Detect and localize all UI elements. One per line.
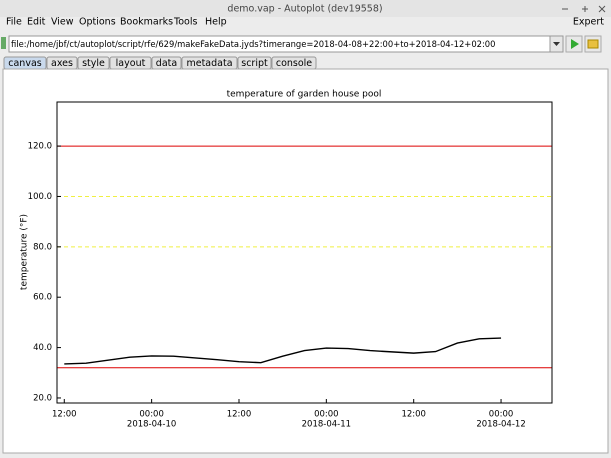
menu-item[interactable]: Bookmarks <box>120 17 173 28</box>
tab-label: console <box>276 58 312 69</box>
menu-item[interactable]: Tools <box>173 17 197 28</box>
chart-title: temperature of garden house pool <box>227 90 382 100</box>
address-grip <box>1 37 6 49</box>
x-tick-label: 00:00 <box>314 410 339 420</box>
menu-item[interactable]: File <box>6 17 22 28</box>
close-b[interactable] <box>598 5 606 13</box>
y-tick-label: 60.0 <box>33 293 52 303</box>
tab-label: style <box>82 58 105 69</box>
x-tick-date: 2018-04-12 <box>476 420 525 430</box>
y-tick-label: 80.0 <box>33 242 52 252</box>
menu-item[interactable]: View <box>51 17 74 28</box>
y-tick-label: 40.0 <box>33 343 52 353</box>
chart: temperature of garden house pool tempera… <box>20 90 553 430</box>
x-tick-label: 12:00 <box>401 410 426 420</box>
window-title: demo.vap - Autoplot (dev19558) <box>227 4 382 15</box>
go-icon <box>571 39 579 49</box>
folder-icon <box>587 39 599 49</box>
y-axis-label: temperature (°F) <box>20 214 30 290</box>
tab-label: script <box>241 58 268 69</box>
address-text: file:/home/jbf/ct/autoplot/script/rfe/62… <box>11 39 495 49</box>
plot-frame <box>56 101 553 404</box>
tab-label: layout <box>116 58 146 69</box>
data-line <box>64 337 502 365</box>
tab-bar: canvas axes style layout data metadata script c… <box>3 56 317 70</box>
menu-item[interactable]: Help <box>205 17 227 28</box>
x-tick-date: 2018-04-11 <box>302 420 351 430</box>
tab-label: canvas <box>8 58 42 69</box>
x-tick-label: 00:00 <box>139 410 164 420</box>
menu-item[interactable]: Edit <box>27 17 46 28</box>
x-tick-label: 12:00 <box>227 410 252 420</box>
title-bar <box>0 0 611 17</box>
window-controls[interactable] <box>562 5 606 13</box>
y-tick-label: 100.0 <box>28 192 52 202</box>
menu-expert[interactable]: Expert <box>573 17 604 28</box>
x-tick-label: 12:00 <box>52 410 77 420</box>
tab-label: axes <box>51 58 73 69</box>
y-tick-label: 20.0 <box>33 393 52 403</box>
x-tick-label: 00:00 <box>489 410 514 420</box>
canvas-panel <box>2 68 609 454</box>
tab-label: data <box>156 58 177 69</box>
tab-label: metadata <box>186 58 232 69</box>
y-tick-label: 120.0 <box>28 142 52 152</box>
dropdown-arrow <box>553 42 560 46</box>
menu-bar: File Edit View Options Bookmarks Tools Help <box>6 17 227 28</box>
menu-item[interactable]: Options <box>79 17 116 28</box>
x-tick-date: 2018-04-10 <box>127 420 176 430</box>
